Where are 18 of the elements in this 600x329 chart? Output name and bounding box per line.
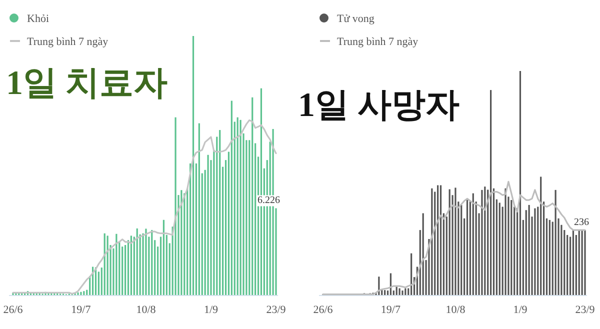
x-tick-label: 26/6 <box>3 304 24 316</box>
annotation: 6.226 <box>258 195 280 206</box>
legend-label: Khỏi <box>27 13 49 25</box>
legend-label: Trung bình 7 ngày <box>27 36 109 48</box>
x-tick-label: 26/6 <box>313 304 334 316</box>
x-tick-label: 1/9 <box>204 304 219 316</box>
x-tick-label: 19/7 <box>71 304 92 316</box>
legend-label: Tử vong <box>337 13 375 25</box>
x-tick-label: 10/8 <box>136 304 156 316</box>
x-tick-label: 19/7 <box>380 304 401 316</box>
text: 1일 사망자 <box>298 87 460 124</box>
x-tick-label: 10/8 <box>446 304 466 316</box>
text: 1일 치료자 <box>6 65 168 102</box>
x-tick-label: 23/9 <box>575 304 596 316</box>
x-tick-label: 23/9 <box>266 304 286 316</box>
annotation: 236 <box>574 217 589 228</box>
legend-label: Trung bình 7 ngày <box>337 36 419 48</box>
x-tick-label: 1/9 <box>513 304 528 316</box>
